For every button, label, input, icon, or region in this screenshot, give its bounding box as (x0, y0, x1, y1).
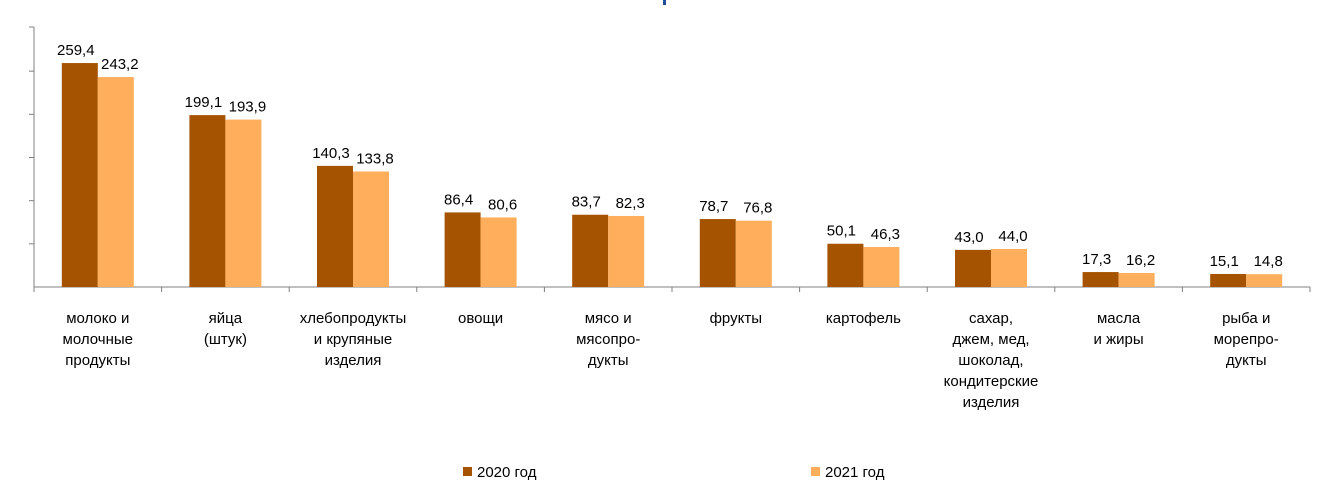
value-label: 76,8 (743, 200, 772, 217)
bar-2020 (827, 243, 864, 287)
legend-swatch-2020 (463, 467, 472, 476)
value-label: 259,4 (57, 42, 95, 59)
category-labels: молоко и молочные продукты яйца (штук) хлебоп… (63, 310, 1279, 411)
value-label: 78,7 (699, 198, 728, 215)
value-label: 43,0 (954, 229, 983, 246)
value-label: 83,7 (572, 194, 601, 211)
category-label: яйца (штук) (204, 310, 247, 348)
category-label: хлебопродукты и крупяные изделия (300, 310, 406, 369)
bar-2020 (699, 219, 736, 287)
value-label: 193,9 (229, 99, 267, 116)
category-label: картофель (826, 310, 901, 327)
value-label: 86,4 (444, 191, 473, 208)
category-label: масла и жиры (1094, 310, 1144, 348)
legend-label: 2020 год (477, 464, 537, 481)
bar-2021 (480, 217, 517, 287)
bar-2020 (955, 249, 991, 287)
category-label: рыба и морепро-дукты (1214, 310, 1279, 369)
category-label: овощи (458, 310, 503, 327)
category-label: мясо и мясопро-дукты (576, 310, 640, 369)
category-label: сахар, джем, мед, шоколад, кондитерские изде… (944, 310, 1039, 411)
value-label: 140,3 (312, 145, 350, 162)
bar-2021 (863, 247, 900, 287)
value-label: 80,6 (488, 196, 517, 213)
category-label: молоко и молочные продукты (63, 310, 133, 369)
bar-2021 (991, 249, 1027, 287)
value-label: 50,1 (827, 223, 856, 240)
legend: 2020 год 2021 год (463, 464, 885, 481)
bar-2020 (189, 115, 226, 287)
bars (61, 63, 1283, 288)
bar-2020 (61, 63, 98, 288)
value-label: 82,3 (616, 195, 645, 212)
value-label: 17,3 (1082, 251, 1111, 268)
bar-2020 (1210, 273, 1247, 287)
category-label: фрукты (710, 310, 762, 327)
bar-2021 (97, 77, 134, 288)
bar-2021 (225, 119, 262, 287)
bar-2020 (572, 214, 609, 287)
value-label: 133,8 (356, 150, 394, 167)
value-label: 16,2 (1126, 252, 1155, 269)
bar-2021 (1246, 274, 1283, 287)
bar-2020 (317, 165, 353, 287)
title-mark (663, 0, 666, 5)
bar-2021 (353, 171, 389, 287)
bar-2021 (735, 220, 772, 287)
bar-2020 (1082, 272, 1119, 287)
bar-2021 (608, 215, 645, 287)
value-label: 243,2 (101, 56, 139, 73)
bar-2021 (1118, 273, 1155, 287)
value-label: 46,3 (871, 226, 900, 243)
bar-2020 (444, 212, 481, 287)
value-label: 199,1 (185, 94, 223, 111)
value-labels: 259,4 243,2 199,1 193,9 140,3 133,8 86,4 80,6 83… (57, 42, 1283, 270)
value-label: 14,8 (1254, 253, 1283, 270)
value-label: 44,0 (998, 228, 1027, 245)
legend-label: 2021 год (825, 464, 885, 481)
value-label: 15,1 (1210, 253, 1239, 270)
legend-swatch-2021 (811, 467, 820, 476)
